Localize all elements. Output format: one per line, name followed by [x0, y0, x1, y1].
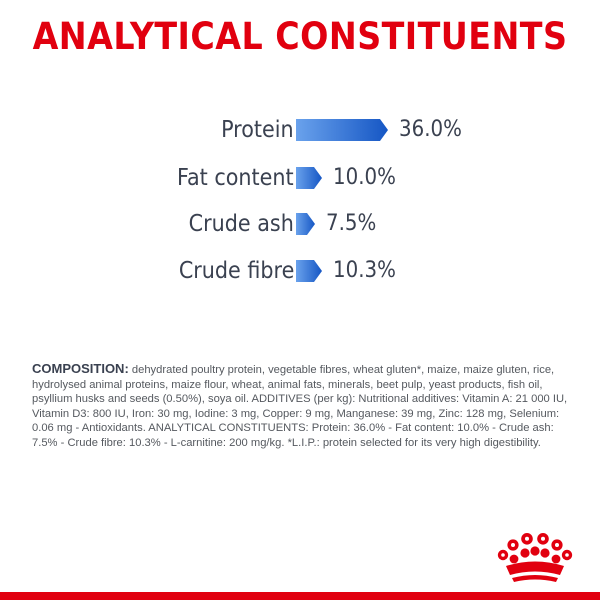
- page-title: ANALYTICAL CONSTITUENTS: [32, 15, 568, 58]
- value-label: 10.0%: [333, 165, 396, 190]
- composition-body: dehydrated poultry protein, vegetable fi…: [32, 364, 568, 449]
- value-label: 7.5%: [326, 211, 377, 236]
- value-label: 36.0%: [399, 117, 462, 142]
- bottom-brand-bar: [0, 592, 600, 600]
- royal-crown-icon: [494, 533, 576, 583]
- value-bar: [296, 213, 315, 235]
- chart-row: Crude fibre 10.3%: [0, 255, 600, 287]
- category-label: Crude ash: [188, 211, 294, 237]
- composition-text: COMPOSITION: dehydrated poultry protein,…: [32, 361, 568, 451]
- chart-row: Fat content 10.0%: [0, 162, 600, 194]
- category-label: Fat content: [177, 165, 294, 191]
- value-bar: [296, 119, 388, 141]
- value-label: 10.3%: [333, 258, 396, 283]
- value-bar: [296, 260, 322, 282]
- chart-row: Protein 36.0%: [0, 114, 600, 146]
- value-bar: [296, 167, 322, 189]
- composition-heading: COMPOSITION:: [32, 361, 129, 376]
- category-label: Protein: [221, 117, 294, 143]
- category-label: Crude fibre: [178, 258, 294, 284]
- chart-row: Crude ash 7.5%: [0, 208, 600, 240]
